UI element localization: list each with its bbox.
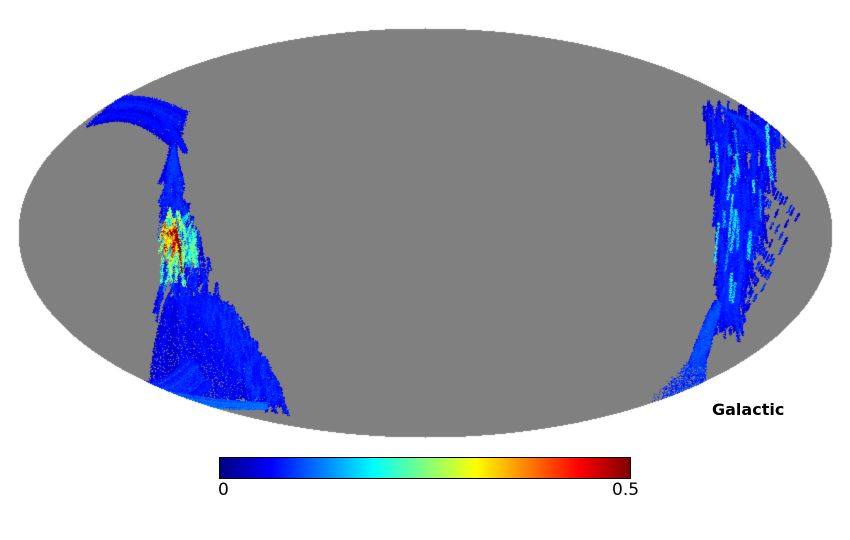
colorbar-min-label: 0	[218, 480, 229, 500]
colorbar-gradient	[219, 457, 631, 479]
colorbar-max-label: 0.5	[612, 480, 640, 500]
colorbar	[219, 457, 631, 479]
coordinate-system-label: Galactic	[712, 400, 785, 419]
